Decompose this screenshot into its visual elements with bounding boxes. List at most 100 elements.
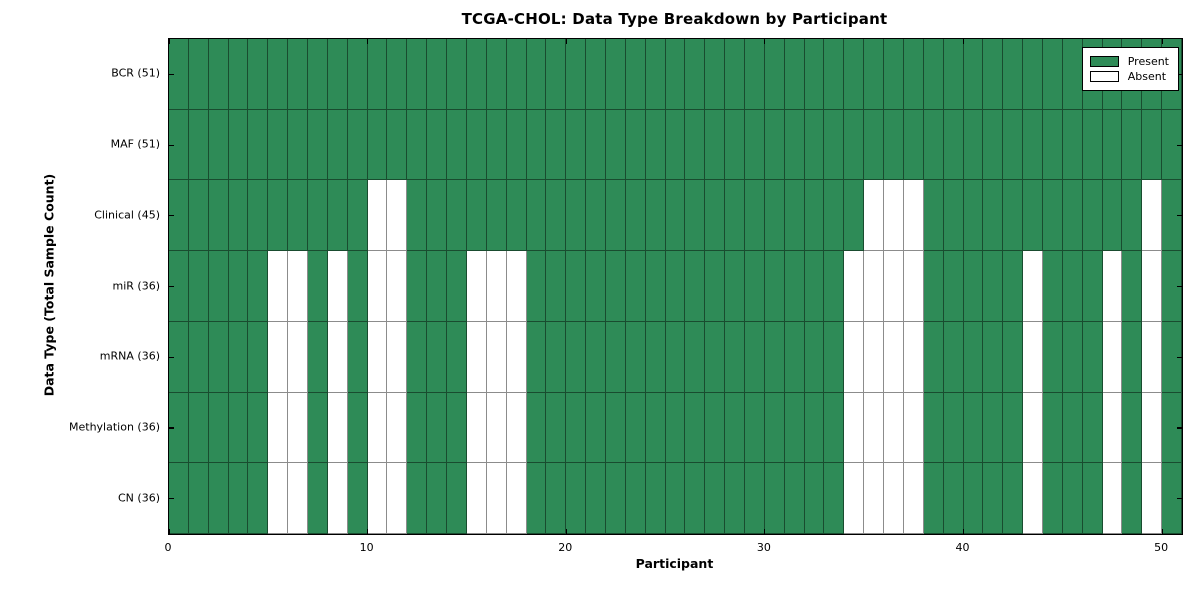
heatmap-cell <box>963 321 984 393</box>
heatmap-cell <box>983 463 1004 534</box>
heatmap-cell <box>864 109 885 181</box>
heatmap-cell <box>526 463 547 534</box>
heatmap-cell <box>407 463 428 534</box>
heatmap-cell <box>1062 39 1083 110</box>
heatmap-cell <box>725 463 746 534</box>
heatmap-cell <box>1122 392 1143 464</box>
heatmap-cell <box>1082 321 1103 393</box>
heatmap-cell <box>824 251 845 322</box>
heatmap-cell <box>188 321 209 393</box>
heatmap-cell <box>1162 251 1182 322</box>
heatmap-cell <box>367 392 388 464</box>
x-tick-label: 30 <box>756 541 771 554</box>
legend-item-absent: Absent <box>1089 70 1169 83</box>
heatmap-cell <box>784 321 805 393</box>
heatmap-cell <box>1082 180 1103 252</box>
heatmap-cell <box>208 392 229 464</box>
heatmap-cell <box>387 39 408 110</box>
heatmap-cell <box>784 109 805 181</box>
heatmap-cell <box>804 321 825 393</box>
heatmap-cell <box>1023 321 1043 393</box>
heatmap-cell <box>705 251 726 322</box>
heatmap-cell <box>705 321 726 393</box>
heatmap-cell <box>268 180 289 252</box>
heatmap-cell <box>586 321 606 393</box>
heatmap-cell <box>1142 251 1163 322</box>
heatmap-cell <box>685 180 706 252</box>
heatmap-cell <box>1042 463 1063 534</box>
heatmap-cell <box>804 180 825 252</box>
heatmap-cell <box>1082 109 1103 181</box>
heatmap-cell <box>308 109 328 181</box>
heatmap-cell <box>506 251 527 322</box>
heatmap-cell <box>625 109 646 181</box>
heatmap-cell <box>824 321 845 393</box>
heatmap-cell <box>427 251 448 322</box>
heatmap-cell <box>625 463 646 534</box>
present-swatch <box>1089 56 1119 67</box>
heatmap-cell <box>347 251 368 322</box>
heatmap-cell <box>923 180 944 252</box>
heatmap-cell <box>1062 463 1083 534</box>
heatmap-cell <box>506 180 527 252</box>
heatmap-cell <box>1122 251 1143 322</box>
heatmap-cell <box>228 39 249 110</box>
heatmap-cell <box>546 180 567 252</box>
heatmap-cell <box>327 251 348 322</box>
heatmap-cell <box>943 392 964 464</box>
heatmap-cell <box>228 463 249 534</box>
heatmap-cell <box>1102 463 1123 534</box>
heatmap-cell <box>466 321 487 393</box>
heatmap-cell <box>764 251 785 322</box>
heatmap-cell <box>586 392 606 464</box>
heatmap-cell <box>248 463 269 534</box>
heatmap-cell <box>288 251 309 322</box>
heatmap-cell <box>1003 251 1024 322</box>
heatmap-cell <box>347 392 368 464</box>
heatmap-cell <box>903 109 924 181</box>
heatmap-cell <box>923 39 944 110</box>
heatmap-cell <box>248 392 269 464</box>
heatmap-cell <box>923 251 944 322</box>
legend-label-present: Present <box>1127 55 1169 68</box>
heatmap-cell <box>546 392 567 464</box>
heatmap-cell <box>764 180 785 252</box>
heatmap-cell <box>288 321 309 393</box>
heatmap-cell <box>864 392 885 464</box>
heatmap-cell <box>844 463 865 534</box>
heatmap-cell <box>605 39 626 110</box>
heatmap-cell <box>268 463 289 534</box>
plot-area: Present Absent <box>168 38 1183 535</box>
heatmap-cell <box>1122 109 1143 181</box>
heatmap-cell <box>447 392 467 464</box>
heatmap-cell <box>685 109 706 181</box>
heatmap-cell <box>447 463 467 534</box>
heatmap-cell <box>784 463 805 534</box>
heatmap-cell <box>864 180 885 252</box>
heatmap-cell <box>546 321 567 393</box>
heatmap-cell <box>268 109 289 181</box>
heatmap-cell <box>903 39 924 110</box>
heatmap-cell <box>566 180 587 252</box>
heatmap-cell <box>1023 180 1043 252</box>
heatmap-cell <box>288 463 309 534</box>
heatmap-cell <box>983 180 1004 252</box>
heatmap-cell <box>466 463 487 534</box>
heatmap-cell <box>685 321 706 393</box>
heatmap-cell <box>903 463 924 534</box>
heatmap-cell <box>447 251 467 322</box>
heatmap-cell <box>228 109 249 181</box>
heatmap-cell <box>188 251 209 322</box>
heatmap-cell <box>169 39 189 110</box>
heatmap-cell <box>526 251 547 322</box>
heatmap-cell <box>605 463 626 534</box>
heatmap-cell <box>645 251 666 322</box>
heatmap-cell <box>486 180 507 252</box>
heatmap-cell <box>645 321 666 393</box>
heatmap-cell <box>665 39 686 110</box>
heatmap-cell <box>228 251 249 322</box>
heatmap-cell <box>725 109 746 181</box>
heatmap-cell <box>903 321 924 393</box>
heatmap-cell <box>884 109 904 181</box>
heatmap-cell <box>903 180 924 252</box>
